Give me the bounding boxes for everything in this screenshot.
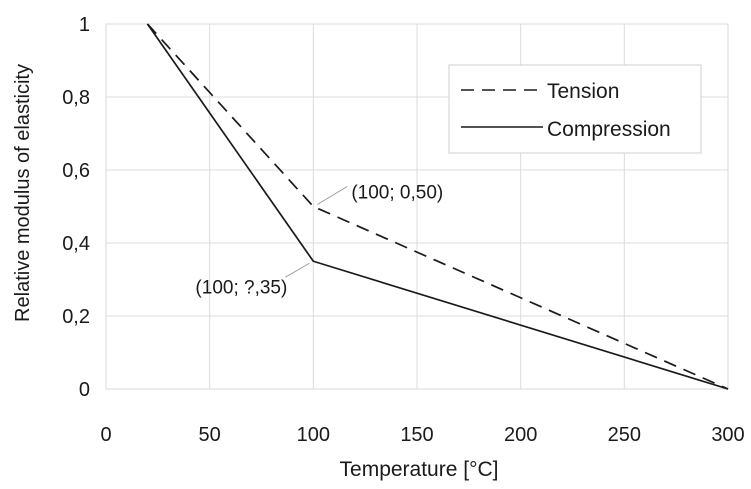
y-tick-label: 0,8 (62, 87, 90, 109)
legend-box (448, 64, 702, 154)
annotation-label: (100; ?,35) (195, 277, 287, 298)
y-axis-label: Relative modulus of elasticity (12, 64, 34, 322)
legend: Tension Compression (448, 64, 702, 154)
y-tick-label: 0,2 (62, 306, 90, 328)
y-tick-labels: 0 0,2 0,4 0,6 0,8 1 (62, 14, 90, 401)
annotation-leader (285, 262, 310, 278)
y-tick-label: 0,6 (62, 160, 90, 182)
legend-label-compression: Compression (547, 118, 671, 141)
x-tick-label: 250 (608, 424, 641, 446)
x-tick-labels: 0 50 100 150 200 250 300 (100, 424, 744, 446)
x-tick-label: 300 (711, 424, 744, 446)
annotation-layer: (100; 0,50) (100; ?,35) (195, 183, 443, 299)
series-layer (146, 23, 729, 390)
x-tick-label: 0 (100, 424, 111, 446)
plot-frame (105, 23, 729, 390)
x-tick-label: 50 (199, 424, 221, 446)
legend-label-tension: Tension (547, 80, 619, 103)
series-line-compression (146, 23, 729, 390)
y-tick-label: 0 (79, 379, 90, 401)
x-tick-label: 100 (297, 424, 330, 446)
x-axis-label: Temperature [°C] (340, 458, 499, 481)
y-tick-label: 1 (79, 14, 90, 36)
x-tick-label: 200 (504, 424, 537, 446)
annotation-label: (100; 0,50) (351, 183, 443, 204)
series-line-tension (146, 23, 729, 390)
y-tick-label: 0,4 (62, 233, 90, 255)
x-tick-label: 150 (400, 424, 433, 446)
annotation-leader (317, 186, 348, 205)
